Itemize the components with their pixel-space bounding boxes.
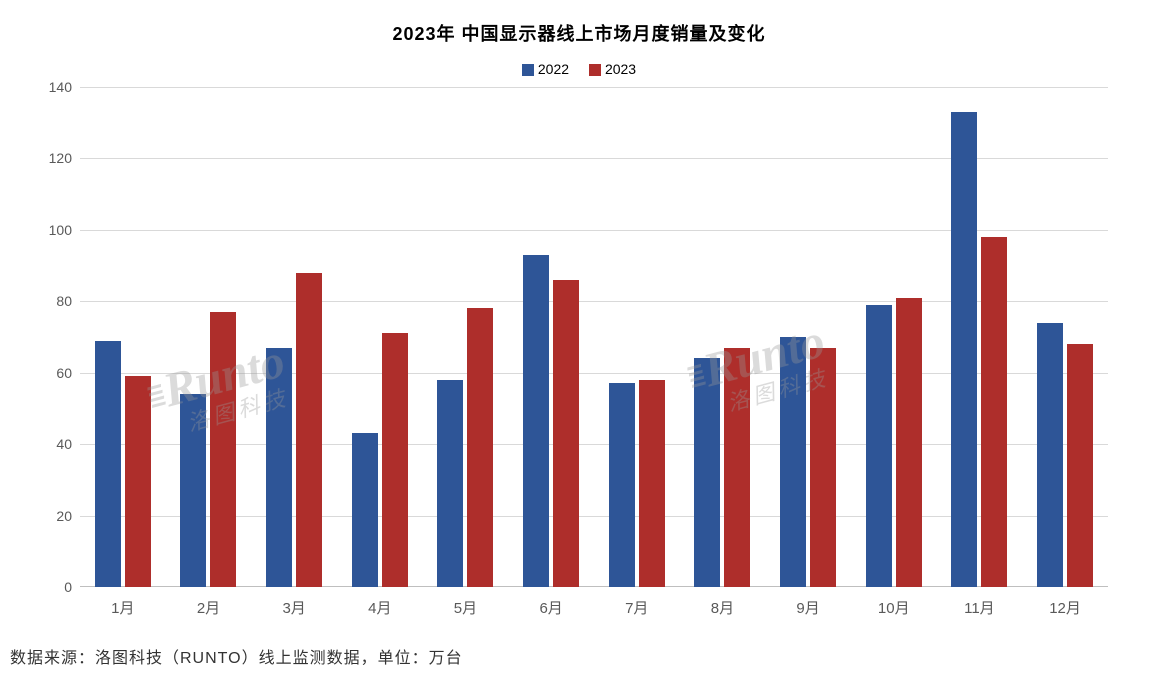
bar [896,298,922,587]
bar [639,380,665,587]
chart-title: 2023年 中国显示器线上市场月度销量及变化 [30,20,1128,46]
bar [95,341,121,587]
x-label: 9月 [778,597,838,618]
source-text: 数据来源：洛图科技（RUNTO）线上监测数据，单位：万台 [10,644,463,668]
bar [1037,323,1063,587]
chart-container: 2023年 中国显示器线上市场月度销量及变化 2022 2023 0204060… [0,0,1158,680]
x-label: 4月 [350,597,410,618]
bar [382,333,408,587]
x-label: 1月 [93,597,153,618]
legend-label-2023: 2023 [605,61,636,77]
bar [437,380,463,587]
bar-group [180,312,236,587]
legend-item-2022: 2022 [522,61,569,77]
bar [1067,344,1093,587]
x-label: 12月 [1035,597,1095,618]
bar-group [866,298,922,587]
bar [609,383,635,587]
bar [694,358,720,587]
bar-group [694,348,750,587]
y-tick: 120 [49,150,72,166]
y-tick: 20 [56,508,72,524]
legend-swatch-2022 [522,64,534,76]
bar [523,255,549,587]
legend-swatch-2023 [589,64,601,76]
x-label: 10月 [864,597,924,618]
y-tick: 0 [64,579,72,595]
y-tick: 140 [49,79,72,95]
y-tick: 80 [56,293,72,309]
x-label: 11月 [949,597,1009,618]
bar [780,337,806,587]
bar-group [1037,323,1093,587]
x-label: 8月 [692,597,752,618]
bar [125,376,151,587]
x-axis-labels: 1月 2月 3月 4月 5月 6月 7月 8月 9月 10月 11月 12月 [80,587,1108,618]
x-label: 3月 [264,597,324,618]
y-axis: 020406080100120140 [30,87,80,587]
bar [724,348,750,587]
bar [866,305,892,587]
bar-group [523,255,579,587]
bar-group [609,380,665,587]
bar-group [266,273,322,587]
legend-item-2023: 2023 [589,61,636,77]
x-label: 6月 [521,597,581,618]
bar-group [780,337,836,587]
plot-area: 020406080100120140 1月2月3月4月5月6月7月8月9月10月… [80,87,1108,587]
x-label: 7月 [607,597,667,618]
bar [467,308,493,587]
bar [180,394,206,587]
bar [210,312,236,587]
legend-label-2022: 2022 [538,61,569,77]
bar-group [352,333,408,587]
bar [810,348,836,587]
y-tick: 60 [56,365,72,381]
bar [981,237,1007,587]
bar [352,433,378,587]
bar-group [437,308,493,587]
bar [296,273,322,587]
bar [553,280,579,587]
legend: 2022 2023 [30,61,1128,77]
bars-region [80,87,1108,587]
x-label: 5月 [435,597,495,618]
y-tick: 100 [49,222,72,238]
bar-group [95,341,151,587]
y-tick: 40 [56,436,72,452]
bar-group [951,112,1007,587]
bar [951,112,977,587]
bar [266,348,292,587]
x-label: 2月 [178,597,238,618]
